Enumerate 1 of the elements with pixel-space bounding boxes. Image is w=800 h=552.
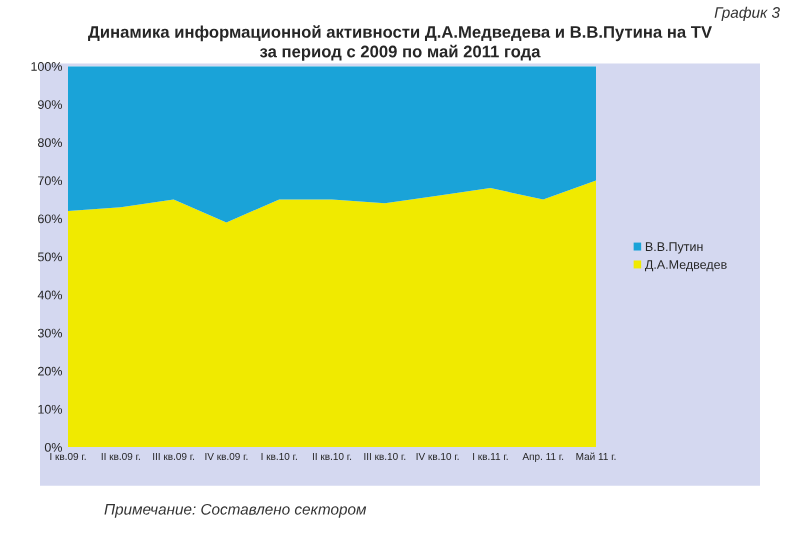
chart-title: Динамика информационной активности Д.А.Медведева и В.В.Путина на TV за период с 2009 по май 2011 года — [88, 25, 712, 61]
